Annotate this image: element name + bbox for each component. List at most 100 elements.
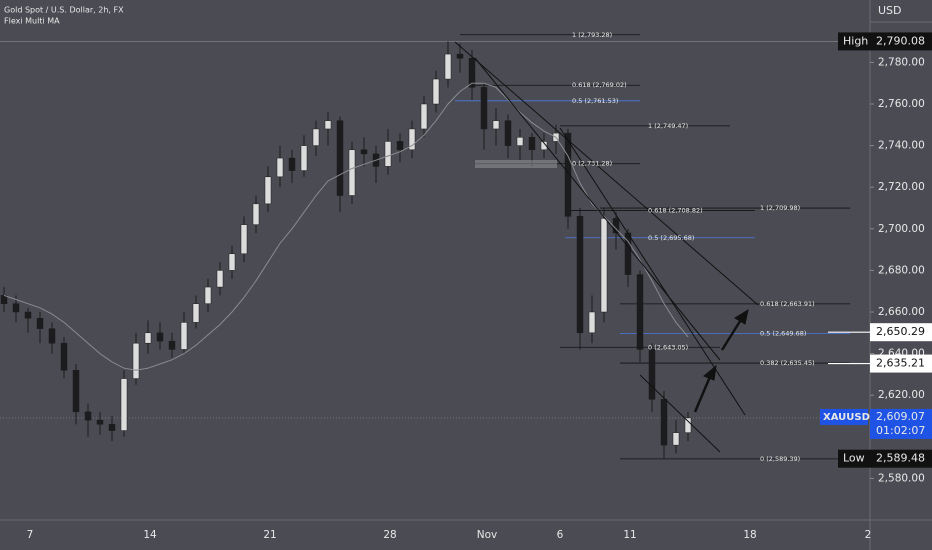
fib-label: 0 (2,589.39) [760, 455, 800, 463]
level-badge [870, 354, 932, 373]
candle-body [324, 120, 332, 130]
trend-line [474, 57, 721, 361]
candle-body [84, 411, 92, 421]
x-tick-label: 11 [623, 529, 636, 541]
candle-body [672, 432, 680, 446]
candle-body [516, 137, 524, 146]
arrow-head [703, 364, 717, 381]
x-tick-label: Nov [477, 529, 498, 541]
x-tick-label: 7 [27, 529, 34, 541]
y-tick-label: 2,720.00 [878, 181, 925, 193]
price-badge [838, 32, 932, 51]
candle-body [600, 218, 608, 313]
candle-body [636, 274, 644, 350]
candle-body [396, 141, 404, 151]
candle-body [108, 424, 116, 431]
fib-label: 0.382 (2,635.45) [760, 359, 815, 367]
candle-body [408, 128, 416, 151]
price-badge-value: 2,790.08 [876, 34, 925, 47]
x-tick-label: 14 [143, 529, 157, 541]
candle-body [360, 149, 368, 155]
y-tick-label: 2,660.00 [878, 306, 925, 318]
candle-body [156, 332, 164, 342]
countdown: 01:02:07 [876, 424, 925, 437]
arrow [693, 371, 714, 413]
candle-body [264, 176, 272, 205]
candle-body [348, 149, 356, 196]
y-tick-label: 2,620.00 [878, 389, 925, 401]
candle-body [48, 328, 56, 344]
candle-body [444, 53, 452, 80]
indicator-name: Flexi Multi MA [4, 17, 60, 26]
level-badge [870, 323, 932, 342]
y-tick-label: 2,680.00 [878, 264, 925, 276]
candle-body [204, 286, 212, 304]
candle-body [492, 120, 500, 130]
candle-body [528, 137, 536, 151]
symbol-badge [820, 408, 868, 425]
x-tick-label: 28 [383, 529, 396, 541]
x-tick-label: 6 [557, 529, 564, 541]
zone [475, 160, 557, 168]
candle-body [300, 145, 308, 171]
candle-body [456, 53, 464, 59]
y-tick-label: 2,740.00 [878, 140, 925, 152]
price-badge-name: High [843, 34, 868, 47]
currency: USD [878, 4, 902, 17]
price-badge-value: 2,589.48 [876, 452, 925, 465]
fib-label: 0 (2,731.28) [572, 160, 612, 168]
fib-label: 0.5 (2,761.53) [572, 97, 618, 105]
fib-label: 0.618 (2,769.02) [572, 81, 627, 89]
candle-body [504, 120, 512, 146]
moving-average [3, 82, 689, 371]
candle-body [120, 378, 128, 431]
candle-body [144, 332, 152, 344]
candle-body [276, 157, 284, 178]
candle-body [240, 224, 248, 255]
candle-body [252, 203, 260, 225]
candle-body [312, 128, 320, 146]
fib-label: 0.5 (2,649.68) [760, 329, 806, 337]
y-tick-label: 2,760.00 [878, 98, 925, 110]
last-price-label: 2,609.07 [876, 410, 925, 423]
candle-body [180, 322, 188, 350]
candle-body [60, 342, 68, 371]
fib-label: 0 (2,643.05) [648, 343, 688, 351]
candle-body [12, 303, 20, 313]
candle-body [540, 141, 548, 151]
fib-label: 0.5 (2,695.68) [648, 234, 694, 242]
level-label: 2,635.21 [876, 357, 925, 370]
x-tick-label: 21 [263, 529, 276, 541]
candle-body [648, 349, 656, 400]
price-badge [838, 449, 932, 468]
candle-body [216, 270, 224, 288]
x-tick-label: 18 [743, 529, 756, 541]
candle-body [432, 78, 440, 105]
candle-body [384, 141, 392, 167]
x-tick-label: 2 [865, 529, 872, 541]
candle-body [168, 340, 176, 350]
candle-body [684, 417, 692, 433]
candle-body [588, 311, 596, 334]
last-price-badge [870, 408, 932, 439]
candle-body [468, 57, 476, 88]
plot [0, 34, 870, 460]
candle-body [288, 157, 296, 171]
candle-body [228, 253, 236, 271]
candle-body [660, 399, 668, 446]
candle-body [36, 317, 44, 329]
candle-body [576, 216, 584, 334]
y-tick-label: 2,700.00 [878, 223, 925, 235]
fib-label: 1 (2,709.98) [760, 204, 800, 212]
drawings [454, 41, 759, 453]
candle-body [564, 132, 572, 217]
arrow [720, 317, 744, 351]
level-label: 2,650.29 [876, 325, 925, 338]
candle-body [24, 311, 32, 319]
candle-body [336, 120, 344, 196]
arrow-head [734, 308, 749, 325]
y-tick-label: 2,780.00 [878, 56, 925, 68]
candle-body [420, 103, 428, 130]
